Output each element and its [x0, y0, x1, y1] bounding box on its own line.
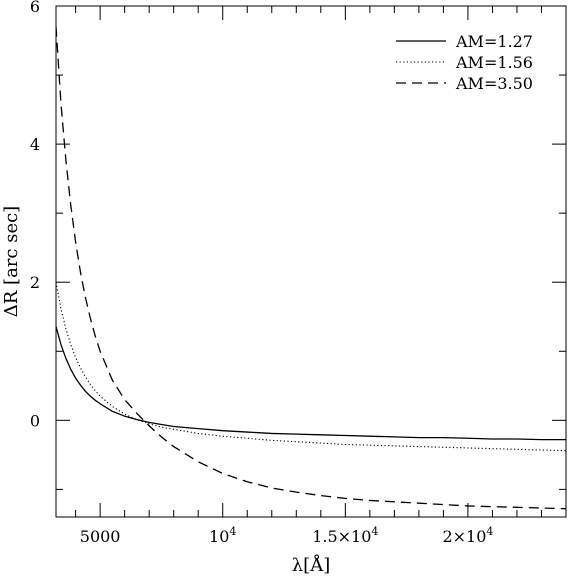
- x-tick-label: 1.5×104: [312, 525, 378, 546]
- y-axis-label: ΔR [arc sec]: [1, 206, 22, 317]
- legend-label-3: AM=3.50: [455, 74, 533, 93]
- y-tick-label: 0: [30, 411, 40, 430]
- curves-layer: [56, 26, 566, 510]
- plot-frame: [55, 5, 567, 518]
- plot-area: [55, 5, 567, 518]
- legend-label-1: AM=1.27: [455, 32, 533, 51]
- legend-label-2: AM=1.56: [455, 53, 533, 72]
- series-line-3: [56, 26, 566, 510]
- series-line-1: [56, 326, 566, 441]
- y-tick-label: 2: [30, 273, 40, 292]
- series-line-2: [56, 282, 566, 452]
- legend: AM=1.27 AM=1.56 AM=3.50: [396, 32, 533, 93]
- y-tick-label: 6: [30, 0, 40, 16]
- x-tick-label: 104: [209, 525, 236, 546]
- y-tick-label: 4: [30, 135, 40, 154]
- x-tick-label: 2×104: [442, 525, 493, 546]
- ticks-layer: 5000 104 1.5×104 2×104 0 2 4 6: [30, 0, 567, 546]
- x-axis-label: λ[Å]: [292, 554, 330, 576]
- x-tick-label: 5000: [80, 527, 121, 546]
